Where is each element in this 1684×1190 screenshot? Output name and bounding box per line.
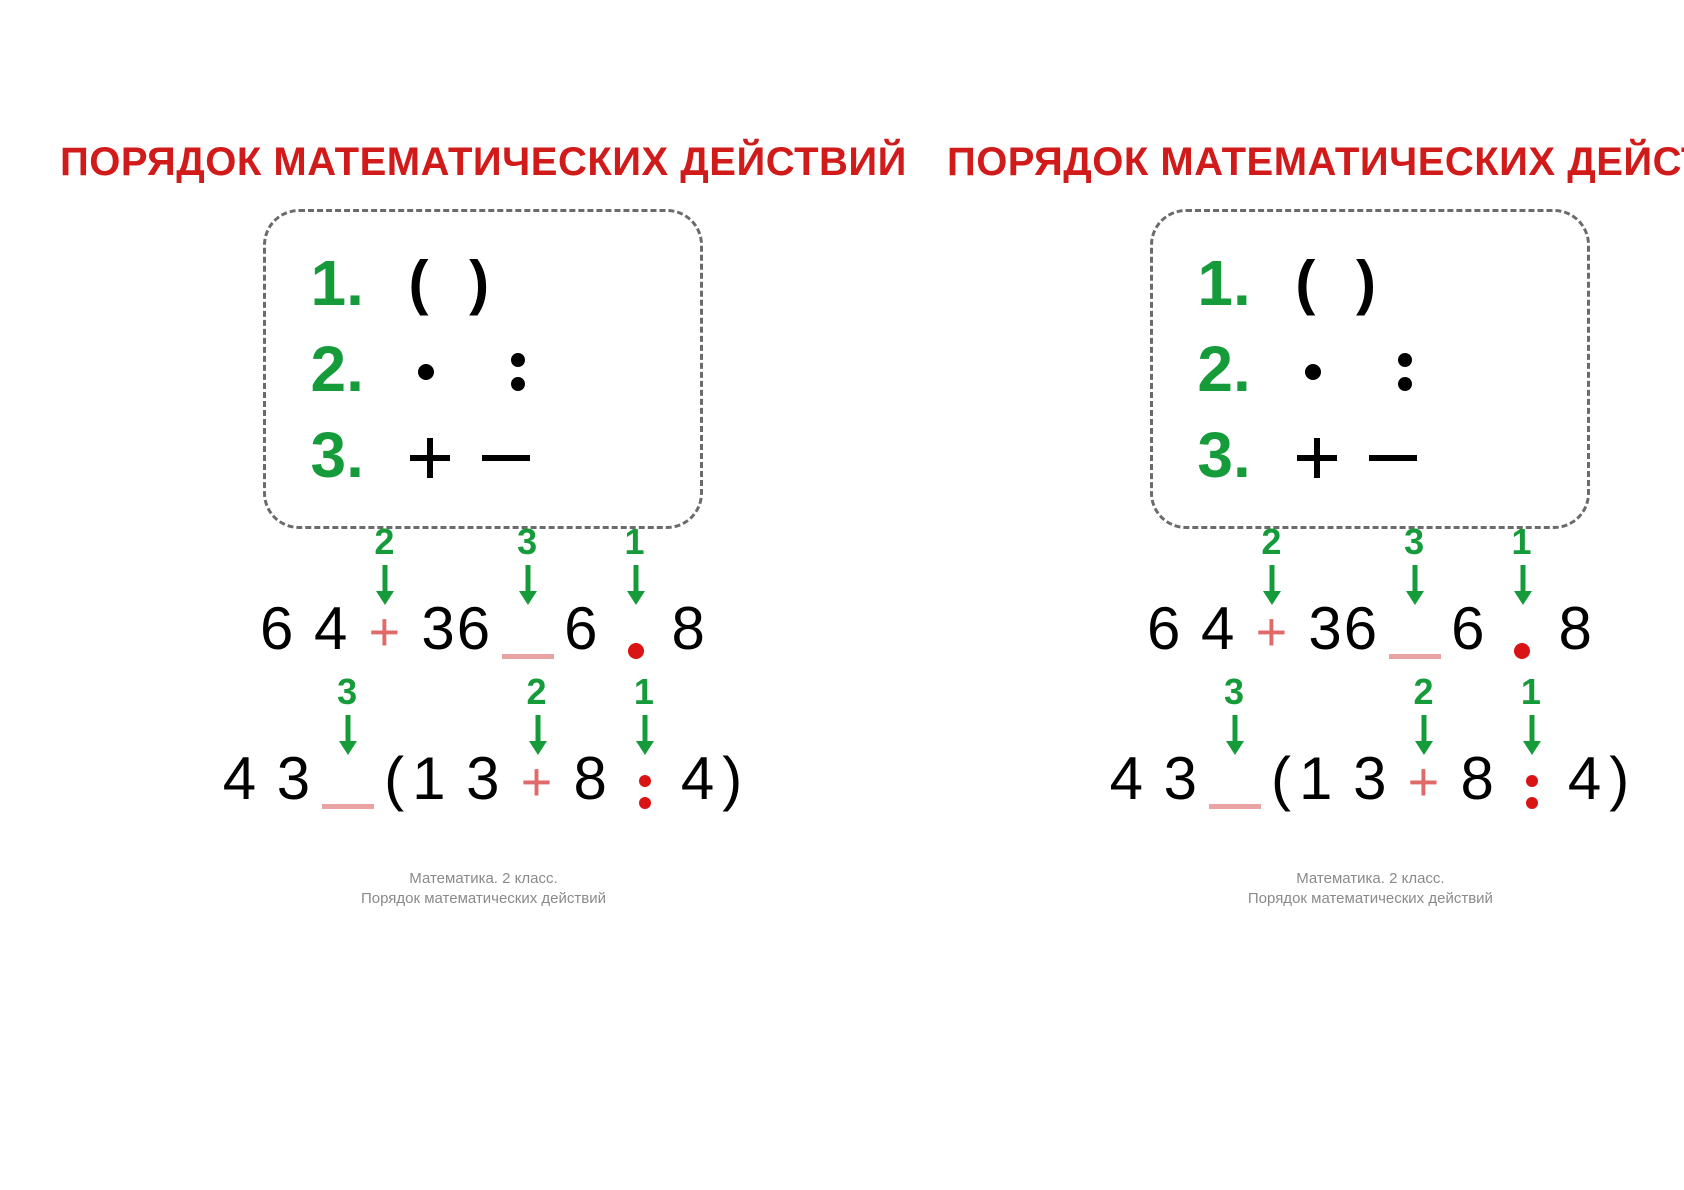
rule-number: 3. xyxy=(310,423,380,487)
order-number: 1 xyxy=(1521,671,1543,713)
number: 6 4 xyxy=(1147,599,1236,659)
operator: 3 xyxy=(1205,804,1265,809)
panel-title: ПОРЯДОК МАТЕМАТИЧЕСКИХ ДЕЙСТВИЙ xyxy=(60,140,907,185)
order-number: 2 xyxy=(1261,521,1283,563)
plus-op-icon: + xyxy=(521,755,555,809)
minus-op-icon xyxy=(1209,804,1261,809)
number: 4 xyxy=(681,749,716,809)
plus-op-icon: + xyxy=(1256,605,1290,659)
number: 4 3 xyxy=(223,749,312,809)
number: 36 xyxy=(421,599,492,659)
operator: 1 xyxy=(1492,643,1552,659)
number: 1 3 xyxy=(1299,749,1388,809)
panel-left: ПОРЯДОК МАТЕМАТИЧЕСКИХ ДЕЙСТВИЙ 1. ( ) 2… xyxy=(60,140,907,908)
panel-right: ПОРЯДОК МАТЕМАТИЧЕСКИХ ДЕЙСТВИЙ 1. ( ) 2… xyxy=(947,140,1684,908)
operator: 3 xyxy=(318,804,378,809)
parenthesis: ) xyxy=(1609,749,1631,809)
rule-number: 1. xyxy=(1197,251,1267,315)
parenthesis: ( xyxy=(1271,749,1293,809)
order-label: 1 xyxy=(625,521,647,605)
equation: 6 4 2 + 36 3 6 xyxy=(1147,599,1594,659)
order-label: 3 xyxy=(517,521,539,605)
order-number: 1 xyxy=(634,671,656,713)
order-label: 2 xyxy=(374,521,396,605)
rule-row-3: 3. xyxy=(310,423,656,487)
operator: 2 + xyxy=(1394,755,1454,809)
multiply-divide-icon xyxy=(408,343,524,395)
number: 8 xyxy=(1558,599,1593,659)
rule-number: 2. xyxy=(310,337,380,401)
number: 6 xyxy=(564,599,599,659)
rule-number: 1. xyxy=(310,251,380,315)
order-number: 3 xyxy=(1404,521,1426,563)
order-label: 3 xyxy=(1404,521,1426,605)
number: 8 xyxy=(574,749,609,809)
rules-box: 1. ( ) 2. 3. xyxy=(263,209,703,529)
multiply-dot-icon xyxy=(628,643,644,659)
number: 36 xyxy=(1308,599,1379,659)
number: 4 xyxy=(1568,749,1603,809)
rule-row-2: 2. xyxy=(310,337,656,401)
number: 8 xyxy=(672,599,707,659)
order-number: 2 xyxy=(527,671,549,713)
minus-op-icon xyxy=(502,654,554,659)
rules-box: 1. ( ) 2. 3. xyxy=(1150,209,1590,529)
minus-op-icon xyxy=(322,804,374,809)
rule-number: 3. xyxy=(1197,423,1267,487)
footer-caption: Математика. 2 класс.Порядок математическ… xyxy=(1248,869,1493,908)
operator: 2 + xyxy=(1242,605,1302,659)
multiply-dot-icon xyxy=(1514,643,1530,659)
operator: 1 xyxy=(1502,775,1562,809)
order-label: 1 xyxy=(634,671,656,755)
order-label: 2 xyxy=(527,671,549,755)
order-number: 2 xyxy=(374,521,396,563)
minus-op-icon xyxy=(1389,654,1441,659)
operator: 1 xyxy=(606,643,666,659)
parenthesis: ( xyxy=(384,749,406,809)
plus-minus-icon xyxy=(1295,429,1417,481)
order-number: 3 xyxy=(337,671,359,713)
operator: 2 + xyxy=(355,605,415,659)
order-label: 2 xyxy=(1261,521,1283,605)
page: ПОРЯДОК МАТЕМАТИЧЕСКИХ ДЕЙСТВИЙ 1. ( ) 2… xyxy=(0,0,1684,948)
order-number: 1 xyxy=(625,521,647,563)
equation: 6 4 2 + 36 3 6 xyxy=(260,599,707,659)
footer-caption: Математика. 2 класс.Порядок математическ… xyxy=(361,869,606,908)
parentheses-icon: ( ) xyxy=(408,253,501,313)
panel-title: ПОРЯДОК МАТЕМАТИЧЕСКИХ ДЕЙСТВИЙ xyxy=(947,140,1684,185)
order-number: 3 xyxy=(1224,671,1246,713)
order-number: 3 xyxy=(517,521,539,563)
operator: 1 xyxy=(615,775,675,809)
order-number: 1 xyxy=(1511,521,1533,563)
rule-row-1: 1. ( ) xyxy=(310,251,656,315)
order-label: 1 xyxy=(1511,521,1533,605)
number: 4 3 xyxy=(1110,749,1199,809)
multiply-divide-icon xyxy=(1295,343,1411,395)
operator: 3 xyxy=(1385,654,1445,659)
number: 8 xyxy=(1460,749,1495,809)
parentheses-icon: ( ) xyxy=(1295,253,1388,313)
plus-op-icon: + xyxy=(369,605,403,659)
order-label: 2 xyxy=(1413,671,1435,755)
parenthesis: ) xyxy=(722,749,744,809)
order-label: 3 xyxy=(1224,671,1246,755)
order-label: 1 xyxy=(1521,671,1543,755)
rule-row-1: 1. ( ) xyxy=(1197,251,1543,315)
plus-op-icon: + xyxy=(1408,755,1442,809)
number: 1 3 xyxy=(412,749,501,809)
divide-colon-icon xyxy=(639,775,651,809)
divide-colon-icon xyxy=(1526,775,1538,809)
plus-minus-icon xyxy=(408,429,530,481)
rule-number: 2. xyxy=(1197,337,1267,401)
rule-row-3: 3. xyxy=(1197,423,1543,487)
operator: 3 xyxy=(498,654,558,659)
operator: 2 + xyxy=(508,755,568,809)
number: 6 4 xyxy=(260,599,349,659)
number: 6 xyxy=(1451,599,1486,659)
order-number: 2 xyxy=(1413,671,1435,713)
order-label: 3 xyxy=(337,671,359,755)
equation: 4 3 3 (1 3 2 + 8 xyxy=(1110,749,1632,809)
equation: 4 3 3 (1 3 2 + 8 xyxy=(223,749,745,809)
rule-row-2: 2. xyxy=(1197,337,1543,401)
